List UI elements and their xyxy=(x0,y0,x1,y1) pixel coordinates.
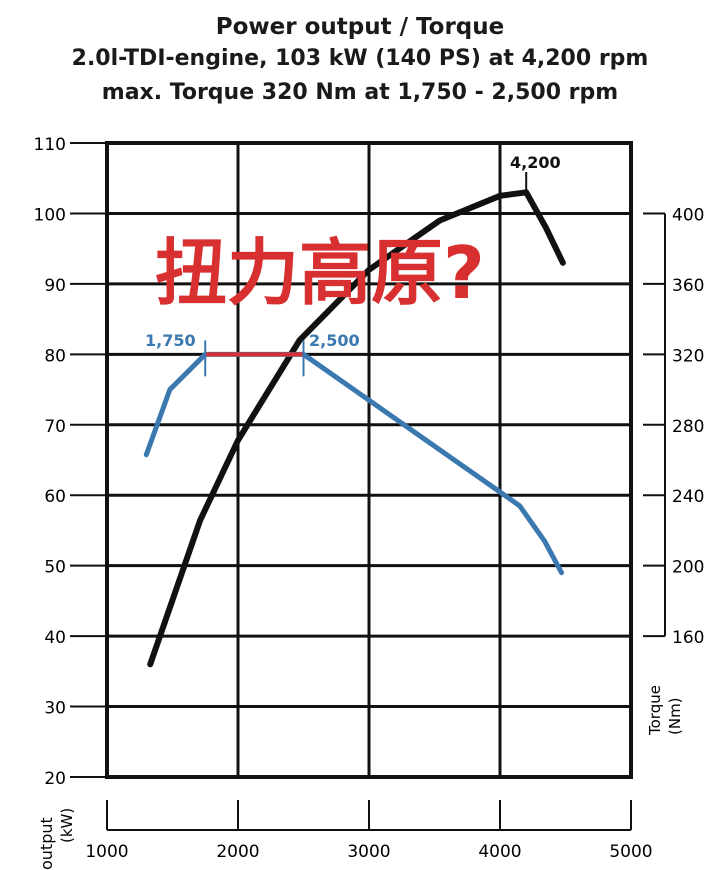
y-label-right-1: Torque xyxy=(646,685,664,736)
x-tick-label: 4000 xyxy=(478,842,521,862)
y-tick-label-left: 40 xyxy=(44,628,66,648)
annotation-4200: 4,200 xyxy=(510,153,561,172)
y-tick-label-left: 60 xyxy=(44,487,66,507)
y-label-left-1: output xyxy=(37,817,56,870)
y-tick-label-right: 200 xyxy=(672,558,704,578)
y-tick-label-right: 400 xyxy=(672,205,704,225)
chart-subtitle-2: max. Torque 320 Nm at 1,750 - 2,500 rpm xyxy=(101,80,619,105)
annotation-torque-plateau: 扭力高原? xyxy=(155,231,485,315)
y-tick-label-left: 50 xyxy=(44,558,66,578)
y-tick-label-left: 110 xyxy=(34,135,66,155)
plot-frame xyxy=(105,141,633,779)
y-tick-label-left: 90 xyxy=(44,276,66,296)
annotation-2500: 2,500 xyxy=(309,331,360,350)
y-tick-label-right: 320 xyxy=(672,346,704,366)
chart-subtitle-1: 2.0l-TDI-engine, 103 kW (140 PS) at 4,20… xyxy=(71,46,649,71)
y-tick-label-right: 360 xyxy=(672,276,704,296)
y-tick-label-right: 160 xyxy=(672,628,704,648)
y-tick-label-right: 280 xyxy=(672,417,704,437)
x-tick-label: 1000 xyxy=(85,842,128,862)
x-tick-label: 5000 xyxy=(609,842,652,862)
x-tick-label: 2000 xyxy=(216,842,259,862)
y-label-left-2: (kW) xyxy=(58,808,76,843)
power-curve xyxy=(147,189,566,668)
y-tick-label-left: 80 xyxy=(44,346,66,366)
chart-title: Power output / Torque xyxy=(215,14,505,40)
y-label-right-2: (Nm) xyxy=(666,697,684,735)
y-tick-label-left: 100 xyxy=(34,205,66,225)
y-tick-label-left: 20 xyxy=(44,769,66,789)
annotation-1750: 1,750 xyxy=(145,331,196,350)
y-tick-label-left: 30 xyxy=(44,699,66,719)
x-tick-label: 3000 xyxy=(347,842,390,862)
y-tick-label-left: 70 xyxy=(44,417,66,437)
y-tick-label-right: 240 xyxy=(672,487,704,507)
